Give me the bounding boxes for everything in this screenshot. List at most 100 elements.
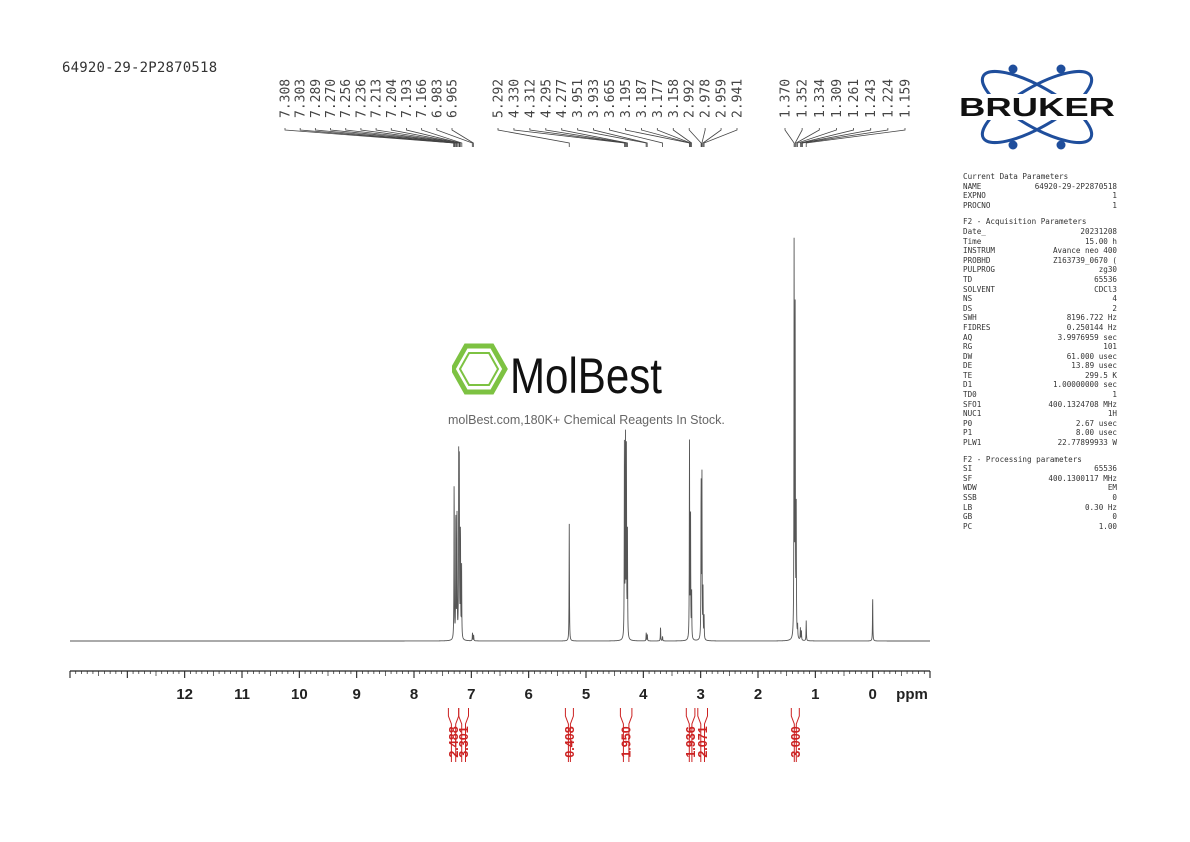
peak-label: 7.289 xyxy=(309,79,324,118)
param-value: 13.89 usec xyxy=(1071,361,1117,371)
peak-connector xyxy=(345,128,458,147)
param-key: TD0 xyxy=(963,390,977,400)
peak-connector xyxy=(641,128,691,147)
peak-marks xyxy=(454,241,873,636)
peak-label: 3.187 xyxy=(635,79,650,118)
peak-connector xyxy=(529,128,626,147)
param-row: NUC1 1H xyxy=(963,409,1117,419)
peak-label: 1.370 xyxy=(779,79,794,118)
param-key: P0 xyxy=(963,418,973,428)
integral-bracket xyxy=(790,708,800,762)
peak-label: 2.941 xyxy=(731,79,746,118)
param-row: FIDRES 0.250144 Hz xyxy=(963,323,1117,333)
peak-label-group: 7.308 7.303 7.289 7.270 7.256 7.236 7.213 7.204… xyxy=(279,79,914,118)
param-value: 65536 xyxy=(1094,464,1117,474)
param-value: Avance neo 400 xyxy=(1052,246,1117,256)
param-key: NAME xyxy=(963,181,982,191)
molbest-watermark: MolBest xyxy=(450,342,672,404)
peak-connector xyxy=(688,128,702,147)
param-row: AQ 3.9976959 sec xyxy=(963,333,1117,343)
param-value: 400.1300117 MHz xyxy=(1048,473,1117,483)
param-key: D1 xyxy=(963,380,973,390)
peak-connector xyxy=(406,128,461,147)
param-value: 8.00 usec xyxy=(1075,428,1117,438)
param-key: TE xyxy=(963,370,973,380)
param-value: EM xyxy=(1107,483,1117,493)
peak-label: 4.312 xyxy=(523,79,538,118)
peak-label: 3.933 xyxy=(587,79,602,118)
param-key: INSTRUM xyxy=(963,246,996,256)
param-row: EXPNO 1 xyxy=(963,191,1117,201)
peak-label: 7.204 xyxy=(385,79,400,118)
peak-connector xyxy=(801,128,872,147)
peak-connector xyxy=(299,128,455,147)
integral-label: 2.071 xyxy=(696,726,710,757)
x-tick-label: 10 xyxy=(291,686,308,703)
peak-label: 1.243 xyxy=(864,79,879,118)
param-row: PC 1.00 xyxy=(963,522,1117,532)
peak-label: 7.256 xyxy=(339,79,354,118)
param-row: SI 65536 xyxy=(963,464,1117,474)
peak-connector xyxy=(609,128,663,147)
param-row: SF 400.1300117 MHz xyxy=(963,474,1117,484)
integral-bracket xyxy=(619,708,633,762)
param-key: Time xyxy=(963,236,982,246)
param-key: SI xyxy=(963,464,973,474)
peak-connector xyxy=(805,128,906,147)
x-tick-label: 3 xyxy=(696,686,704,703)
param-value: 1.00 xyxy=(1098,521,1117,531)
peak-label: 1.334 xyxy=(813,79,828,118)
x-tick-label: 2 xyxy=(754,686,762,703)
param-value: 0.30 Hz xyxy=(1084,502,1117,512)
peak-connector xyxy=(703,128,738,147)
integral-label: 3.000 xyxy=(789,726,803,757)
peak-label: 2.978 xyxy=(699,79,714,118)
param-section-title: F2 - Acquisition Parameters xyxy=(963,217,1087,227)
param-key: FIDRES xyxy=(963,322,991,332)
param-key: PULPROG xyxy=(963,265,996,275)
param-row: NAME 64920-29-2P2870518 xyxy=(963,182,1117,192)
param-key: DE xyxy=(963,361,973,371)
peak-connector xyxy=(701,128,706,147)
param-section-title: Current Data Parameters xyxy=(963,172,1069,181)
peak-connector xyxy=(797,128,837,147)
param-row: SSB 0 xyxy=(963,493,1117,503)
param-value: 1 xyxy=(1112,390,1117,400)
param-key: GB xyxy=(963,512,973,522)
integral-bracket xyxy=(564,708,574,762)
sample-name: 64920-29-2P2870518 xyxy=(62,60,218,76)
peak-label: 7.270 xyxy=(324,79,339,118)
peak-label: 4.295 xyxy=(539,79,554,118)
param-value: 1 xyxy=(1112,191,1117,201)
param-value: 1H xyxy=(1107,409,1117,419)
peak-connector xyxy=(794,128,803,147)
param-value: 65536 xyxy=(1094,274,1117,284)
param-value: 8196.722 Hz xyxy=(1066,313,1117,323)
param-value: 400.1324708 MHz xyxy=(1048,399,1117,409)
x-tick-label: 12 xyxy=(176,686,193,703)
peak-label: 1.352 xyxy=(796,79,811,118)
param-row: SOLVENT CDCl3 xyxy=(963,285,1117,295)
peak-connector xyxy=(314,128,456,147)
param-row: INSTRUM Avance neo 400 xyxy=(963,246,1117,256)
param-row: SWH 8196.722 Hz xyxy=(963,313,1117,323)
peak-label: 3.177 xyxy=(651,79,666,118)
param-value: 3.9976959 sec xyxy=(1057,332,1117,342)
param-row: P1 8.00 usec xyxy=(963,428,1117,438)
param-row: PROBHD Z163739_0670 ( xyxy=(963,256,1117,266)
peak-connector xyxy=(656,128,691,147)
peak-label: 6.965 xyxy=(446,79,461,118)
orbit-ring-icon xyxy=(980,69,1094,145)
peak-connector xyxy=(593,128,648,147)
peak-connector xyxy=(360,128,459,147)
bruker-logo: BRUKER xyxy=(955,64,1119,150)
param-row: DW 61.000 usec xyxy=(963,352,1117,362)
param-key: EXPNO xyxy=(963,191,986,201)
param-key: Date_ xyxy=(963,226,986,236)
param-row: Time 15.00 h xyxy=(963,237,1117,247)
param-row: PULPROG zg30 xyxy=(963,265,1117,275)
peak-label: 1.159 xyxy=(899,79,914,118)
peak-connector xyxy=(802,128,889,147)
param-key: DS xyxy=(963,303,973,313)
